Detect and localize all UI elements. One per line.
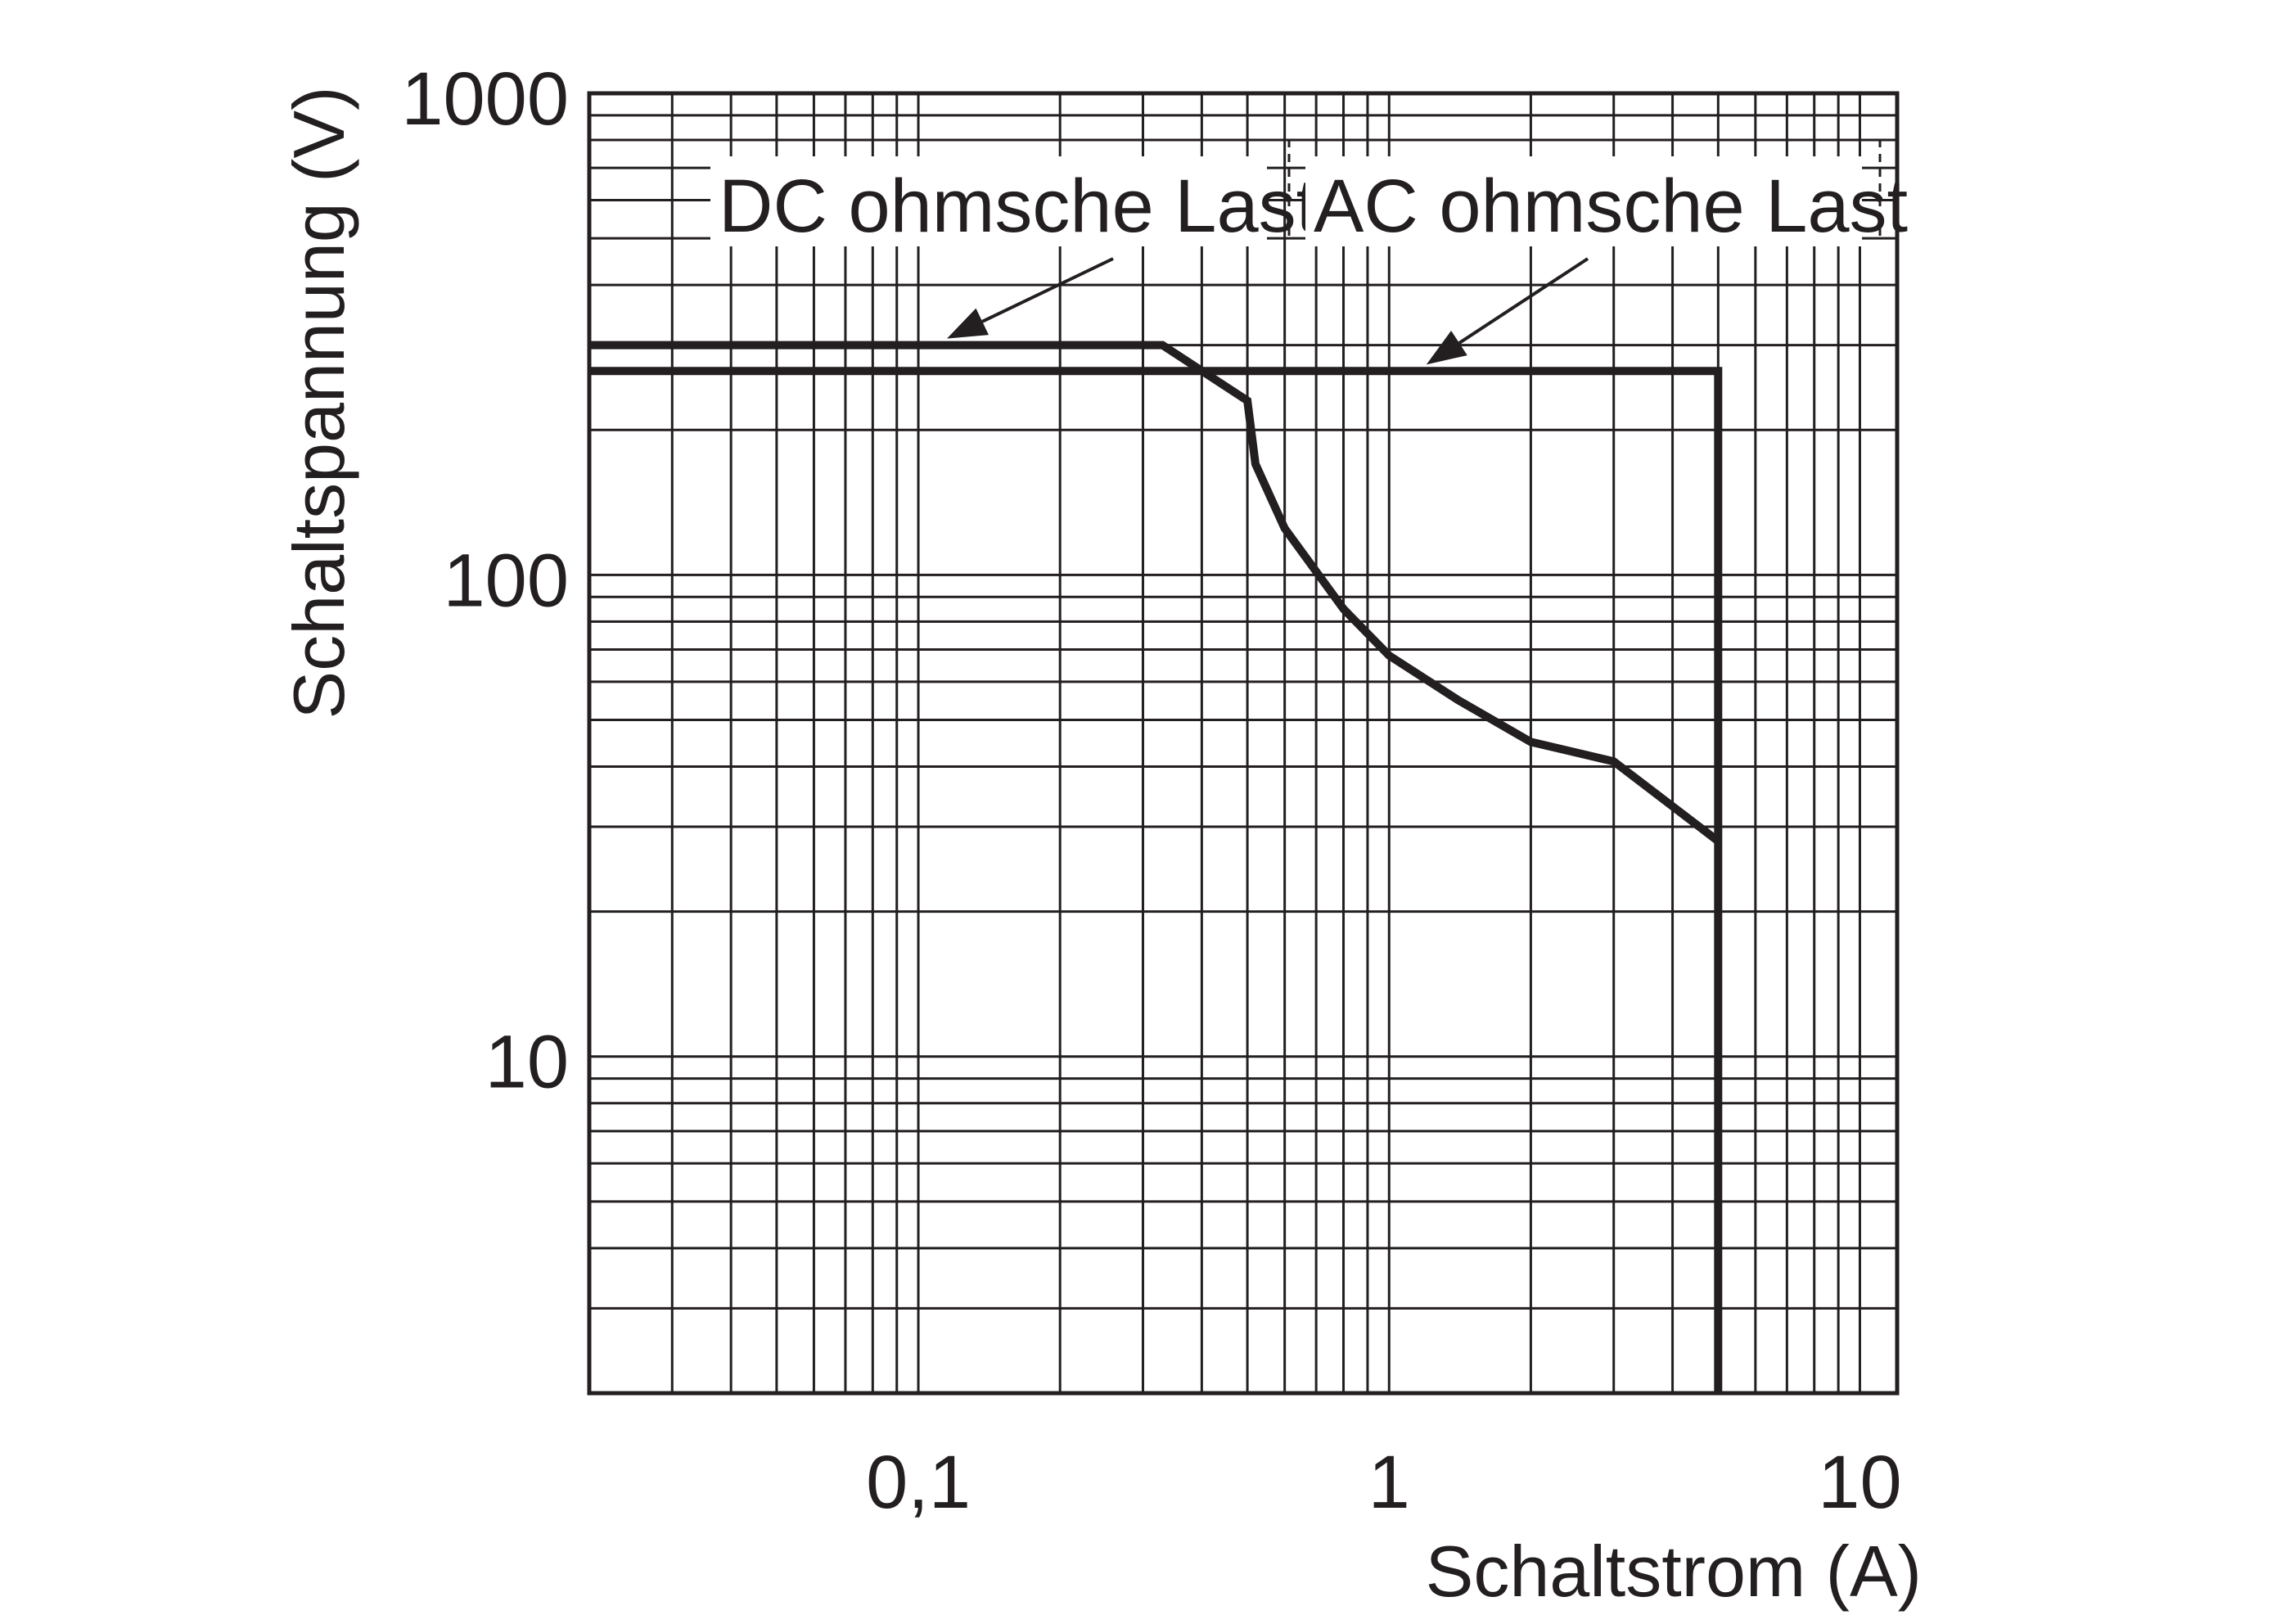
y-axis-label: Schaltspannung (V) (278, 87, 359, 720)
series-label-background (1305, 156, 1862, 246)
x-tick-label: 1 (1368, 1441, 1410, 1524)
x-axis-label: Schaltstrom (A) (1426, 1531, 1922, 1612)
grid (588, 92, 1897, 1395)
series-line-ac (589, 367, 1723, 1393)
series-label-ac: AC ohmsche Last (1314, 165, 1908, 248)
series-arrowhead-ac (1426, 330, 1467, 365)
series-arrow-dc (981, 257, 1114, 323)
series-label-background (710, 156, 1267, 246)
y-tick-label: 100 (444, 539, 570, 622)
x-tick-labels: 0,1 1 10 (866, 1441, 1902, 1524)
series-curves (589, 341, 1723, 1393)
series-arrowhead-dc (946, 308, 989, 339)
x-tick-label: 0,1 (866, 1441, 971, 1524)
y-tick-label: 10 (485, 1021, 569, 1104)
series-arrow-ac (1458, 257, 1589, 345)
plot-frame (587, 91, 1900, 1396)
series-label-dc: DC ohmsche Last (719, 165, 1317, 248)
y-tick-labels: 10 100 1000 (401, 57, 569, 1104)
x-tick-label: 10 (1818, 1441, 1901, 1524)
series-line-dc (589, 341, 1721, 845)
y-tick-label: 1000 (401, 57, 569, 141)
